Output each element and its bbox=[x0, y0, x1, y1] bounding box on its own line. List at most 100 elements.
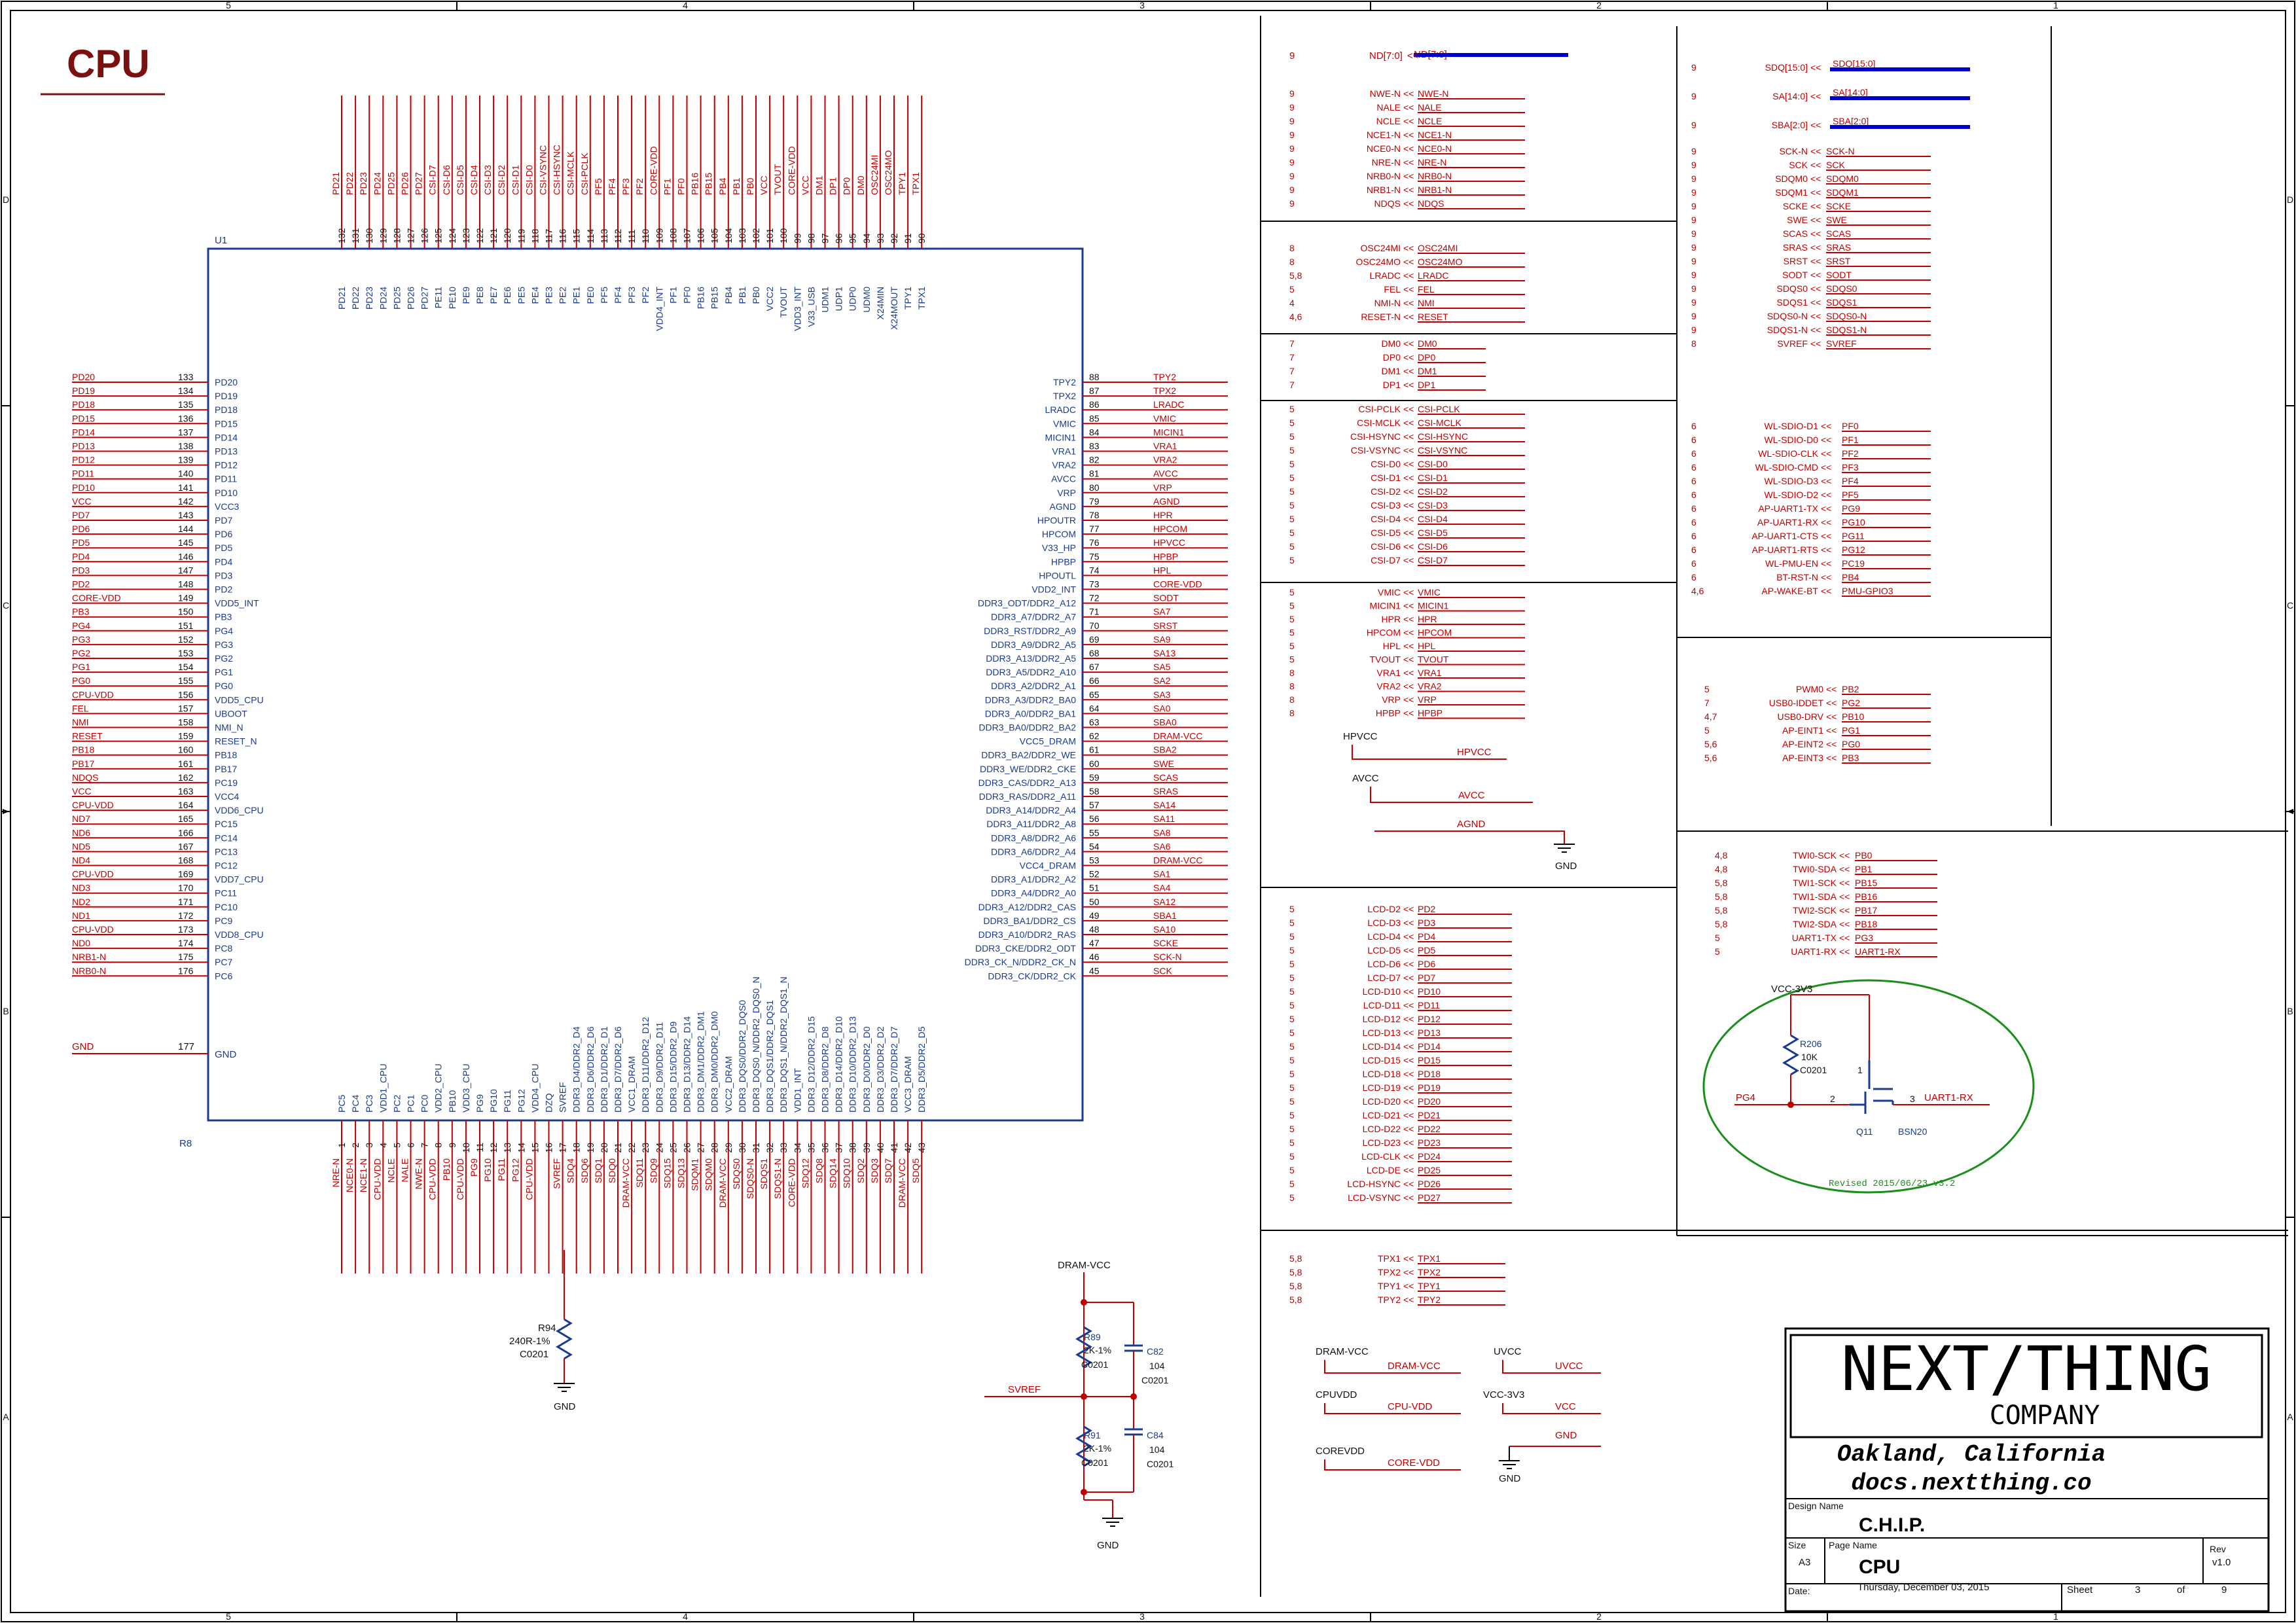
sdram-sheet-ref: 9 bbox=[1691, 146, 1696, 156]
right-pin-net: CORE-VDD bbox=[1153, 579, 1202, 590]
sdram-pin-name: SRAS bbox=[1783, 242, 1808, 253]
csi-sheet-ref: 5 bbox=[1289, 445, 1295, 455]
i2c-net-name: PB17 bbox=[1855, 905, 1877, 916]
sdram-bus-net: SBA[2:0] bbox=[1833, 116, 1869, 126]
lcd-sheet-ref: 5 bbox=[1289, 904, 1295, 914]
top-pin-net: CSI-MCLK bbox=[565, 151, 576, 195]
bottom-pin-net: SDQ0 bbox=[607, 1158, 617, 1183]
top-pin-number: 117 bbox=[544, 228, 554, 243]
page-name-label: Page Name bbox=[1829, 1540, 1877, 1550]
lcd-net-name: PD3 bbox=[1418, 918, 1435, 928]
bottom-pin-label: DDR3_D12/DDR2_D15 bbox=[806, 1016, 816, 1113]
offsheet-arrow-icon: << bbox=[1821, 421, 1831, 431]
bottom-pin-label: DDR3_DQS1/DDR2_DQS1 bbox=[764, 1000, 775, 1113]
wifi-net-name: PF3 bbox=[1842, 462, 1859, 473]
level-shift-vcc: VCC-3V3 bbox=[1771, 984, 1812, 995]
left-pin-net: ND6 bbox=[72, 827, 90, 838]
right-pin-net: SA7 bbox=[1153, 607, 1171, 617]
lcd-sheet-ref: 5 bbox=[1289, 945, 1295, 955]
sdram-bus-pin: SDQ[15:0] bbox=[1765, 62, 1808, 73]
right-pin-label: DDR3_CK/DDR2_CK bbox=[988, 971, 1076, 981]
lcd-sheet-ref: 5 bbox=[1289, 1151, 1295, 1162]
right-pin-net: HPBP bbox=[1153, 551, 1178, 562]
chip-left-pins: PD20 133 PD20 PD19 134 PD19 PD18 135 PD18 PD15 136… bbox=[72, 372, 264, 981]
design-name: C.H.I.P. bbox=[1859, 1514, 1925, 1536]
touch-net-name: TPY1 bbox=[1418, 1281, 1441, 1291]
top-pin-net: CSI-VSYNC bbox=[538, 145, 548, 195]
audio-sheet-ref: 5 bbox=[1289, 587, 1295, 597]
offsheet-arrow-icon: << bbox=[1403, 352, 1414, 363]
chip-right-pins: TPY2 88 TPY2 TPX2 87 TPX2 LRADC 86 LRADC VMIC 85 VM… bbox=[965, 372, 1228, 981]
r94-resistor bbox=[554, 1250, 575, 1392]
right-pin-number: 76 bbox=[1089, 537, 1100, 548]
offsheet-arrow-icon: << bbox=[1839, 878, 1850, 888]
top-pin-number: 95 bbox=[848, 233, 858, 243]
right-pin-label: DDR3_CAS/DDR2_A13 bbox=[978, 777, 1077, 788]
csi-net-name: CSI-MCLK bbox=[1418, 418, 1462, 428]
top-pin-net: DP1 bbox=[828, 177, 838, 195]
bottom-pin-label: SVREF bbox=[558, 1082, 568, 1113]
top-pin-label: PE0 bbox=[585, 287, 596, 304]
power-dram-net: DRAM-VCC bbox=[1388, 1361, 1441, 1372]
lcd-sheet-ref: 5 bbox=[1289, 1165, 1295, 1175]
offsheet-arrow-icon: << bbox=[1403, 1281, 1414, 1291]
right-pin-net: DRAM-VCC bbox=[1153, 855, 1202, 866]
offsheet-arrow-icon: << bbox=[1810, 256, 1821, 266]
i2c-sheet-ref: 5,8 bbox=[1715, 878, 1728, 888]
offsheet-arrow-icon: << bbox=[1403, 1137, 1414, 1148]
csi-sheet-ref: 5 bbox=[1289, 500, 1295, 510]
rev-label: Rev bbox=[2210, 1544, 2226, 1554]
wifi-pin-name: WL-SDIO-D0 bbox=[1765, 435, 1819, 445]
bottom-pin-number: 19 bbox=[585, 1143, 596, 1153]
top-pin-net: PD27 bbox=[414, 172, 424, 195]
nand-pin-name: NRE-N bbox=[1372, 157, 1401, 168]
wifi-net-name: PC19 bbox=[1842, 558, 1865, 569]
offsheet-arrow-icon: << bbox=[1821, 586, 1831, 596]
wifi-sheet-ref: 6 bbox=[1691, 476, 1696, 486]
sdram-pin-name: SVREF bbox=[1777, 338, 1808, 349]
left-pin-label: PC10 bbox=[215, 902, 238, 912]
csi-sheet-ref: 5 bbox=[1289, 431, 1295, 442]
right-pin-net: SA5 bbox=[1153, 662, 1171, 672]
osc-net-name: LRADC bbox=[1418, 270, 1448, 281]
usb-sheet-ref: 7 bbox=[1289, 352, 1295, 363]
left-pin-net: PB17 bbox=[72, 758, 94, 769]
right-pin-number: 71 bbox=[1089, 607, 1100, 617]
usb-net-name: DP0 bbox=[1418, 352, 1435, 363]
bottom-pin-net: SDQ6 bbox=[579, 1158, 590, 1183]
bottom-pin-net: PG11 bbox=[496, 1158, 507, 1181]
csi-pin-name: CSI-MCLK bbox=[1357, 418, 1401, 428]
misc-pin-name: USB0-DRV bbox=[1777, 711, 1823, 722]
right-pin-number: 67 bbox=[1089, 662, 1100, 672]
left-pin-net: PB18 bbox=[72, 745, 94, 755]
bottom-pin-label: DDR3_D15/DDR2_D9 bbox=[668, 1022, 678, 1113]
q11-pin2: 2 bbox=[1830, 1094, 1835, 1104]
right-pin-net: SA4 bbox=[1153, 883, 1171, 893]
wifi-pin-name: WL-PMU-EN bbox=[1765, 558, 1818, 569]
nand-sheet-ref: 9 bbox=[1289, 171, 1295, 181]
top-pin-net: TPY1 bbox=[897, 172, 907, 195]
offsheet-arrow-icon: << bbox=[1821, 462, 1831, 473]
offsheet-arrow-icon: << bbox=[1403, 918, 1414, 928]
right-pin-net: VRA1 bbox=[1153, 441, 1177, 452]
top-pin-label: PB0 bbox=[751, 287, 761, 304]
offsheet-arrow-icon: << bbox=[1403, 614, 1414, 624]
power-dram-label: DRAM-VCC bbox=[1316, 1346, 1369, 1357]
audio-sheet-ref: 5 bbox=[1289, 641, 1295, 651]
left-pin-label: PC7 bbox=[215, 957, 232, 967]
r91-ref: R91 bbox=[1084, 1430, 1101, 1440]
hpvcc-net: HPVCC bbox=[1457, 747, 1492, 758]
left-pin-net: PD7 bbox=[72, 510, 90, 520]
power-uvcc-net: UVCC bbox=[1555, 1361, 1583, 1372]
offsheet-arrow-icon: << bbox=[1403, 171, 1414, 181]
left-pin-number: 136 bbox=[178, 413, 194, 423]
right-pin-net: DRAM-VCC bbox=[1153, 731, 1202, 741]
sdram-sheet-ref: 9 bbox=[1691, 242, 1696, 253]
top-pin-number: 116 bbox=[558, 228, 568, 243]
bottom-pin-label: PC5 bbox=[336, 1095, 347, 1113]
right-pin-label: DDR3_A1/DDR2_A2 bbox=[991, 874, 1076, 885]
left-pin-label: PD18 bbox=[215, 404, 238, 415]
bottom-pin-net: CPU-VDD bbox=[427, 1158, 438, 1200]
osc-sheet-ref: 4,6 bbox=[1289, 312, 1302, 322]
